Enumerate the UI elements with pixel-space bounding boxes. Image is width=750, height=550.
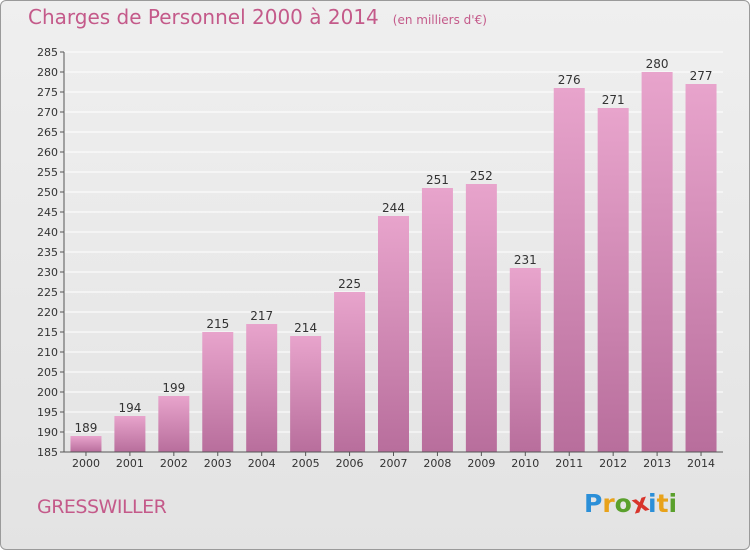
data-label-2002: 199: [162, 381, 185, 395]
bar-2001: [114, 416, 146, 452]
y-tick-label: 240: [37, 226, 58, 239]
bars: [70, 72, 717, 452]
bar-2002: [158, 396, 190, 452]
chart-title: Charges de Personnel 2000 à 2014 (en mill…: [28, 5, 487, 29]
y-tick-label: 270: [37, 106, 58, 119]
y-tick-label: 260: [37, 146, 58, 159]
y-tick-label: 195: [37, 406, 58, 419]
x-tick-label: 2012: [599, 457, 627, 470]
data-label-2005: 214: [294, 321, 317, 335]
data-label-2003: 215: [206, 317, 229, 331]
bar-2008: [421, 188, 453, 452]
y-tick-label: 245: [37, 206, 58, 219]
bar-2000: [70, 436, 102, 452]
logo-letter: P: [584, 489, 603, 518]
data-label-2012: 271: [602, 93, 625, 107]
chart-subtitle: (en milliers d'€): [392, 13, 487, 27]
data-label-2004: 217: [250, 309, 273, 323]
x-tick-label: 2011: [555, 457, 583, 470]
data-label-2008: 251: [426, 173, 449, 187]
bar-2003: [202, 332, 234, 452]
x-tick-label: 2005: [292, 457, 320, 470]
x-tick-label: 2003: [204, 457, 232, 470]
y-tick-label: 190: [37, 426, 58, 439]
y-tick-label: 280: [37, 66, 58, 79]
y-tick-label: 205: [37, 366, 58, 379]
y-axis: 185 190 195 200 205 210 215 220 225 230 235 240 245 2…: [37, 46, 65, 459]
y-tick-label: 225: [37, 286, 58, 299]
y-tick-label: 230: [37, 266, 58, 279]
data-label-2000: 189: [75, 421, 98, 435]
data-label-2009: 252: [470, 169, 493, 183]
logo-letter: t: [656, 489, 669, 518]
bar-2013: [641, 72, 673, 452]
data-labels: 189 194 199 215 217 214 225 244 251 252 231 276 271 2…: [75, 57, 713, 435]
bar-2012: [597, 108, 629, 452]
y-tick-label: 265: [37, 126, 58, 139]
bar-2011: [553, 88, 585, 452]
y-tick-label: 235: [37, 246, 58, 259]
chart-title-text: Charges de Personnel 2000 à 2014: [28, 5, 379, 29]
x-tick-label: 2007: [380, 457, 408, 470]
y-tick-label: 285: [37, 46, 58, 59]
commune-name: GRESSWILLER: [37, 496, 167, 518]
x-tick-label: 2001: [116, 457, 144, 470]
logo-letter: r: [602, 489, 615, 518]
x-tick-label: 2006: [336, 457, 364, 470]
y-tick-label: 215: [37, 326, 58, 339]
bar-2005: [290, 336, 322, 452]
x-tick-label: 2004: [248, 457, 276, 470]
data-label-2001: 194: [118, 401, 141, 415]
y-tick-label: 255: [37, 166, 58, 179]
y-tick-label: 185: [37, 446, 58, 459]
x-tick-label: 2002: [160, 457, 188, 470]
data-label-2011: 276: [558, 73, 581, 87]
x-tick-label: 2009: [467, 457, 495, 470]
x-tick-label: 2014: [687, 457, 715, 470]
x-tick-label: 2000: [72, 457, 100, 470]
bar-2014: [685, 84, 717, 452]
bar-2007: [378, 216, 409, 452]
y-tick-label: 275: [37, 86, 58, 99]
y-tick-label: 210: [37, 346, 58, 359]
x-tick-label: 2008: [423, 457, 451, 470]
data-label-2006: 225: [338, 277, 361, 291]
x-axis: 2000 2001 2002 2003 2004 2005 2006 2007 2008 2009…: [64, 451, 723, 470]
proxiti-logo: Proxiti: [584, 487, 678, 519]
data-label-2014: 277: [690, 69, 713, 83]
bar-2009: [465, 184, 497, 452]
bar-2006: [334, 292, 366, 452]
bar-2010: [509, 268, 541, 452]
logo-letter: o: [614, 489, 632, 518]
y-tick-label: 200: [37, 386, 58, 399]
logo-letter: i: [648, 489, 657, 518]
y-tick-label: 220: [37, 306, 58, 319]
logo-letter: i: [668, 489, 678, 518]
data-label-2010: 231: [514, 253, 537, 267]
bar-2004: [246, 324, 278, 452]
y-tick-label: 250: [37, 186, 58, 199]
data-label-2007: 244: [382, 201, 405, 215]
x-tick-label: 2013: [643, 457, 671, 470]
x-tick-label: 2010: [511, 457, 539, 470]
data-label-2013: 280: [646, 57, 669, 71]
